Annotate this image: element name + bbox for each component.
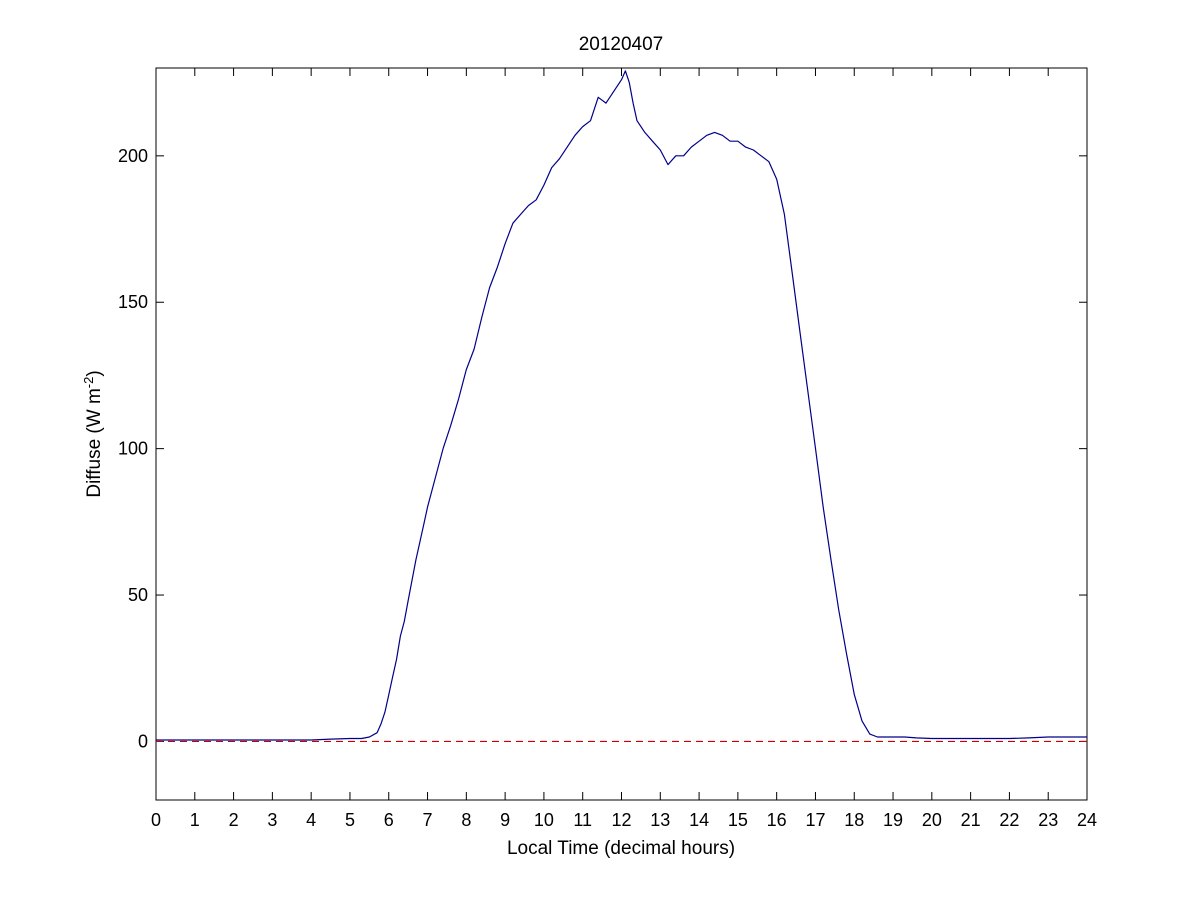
x-tick-label: 24 <box>1077 810 1097 830</box>
y-axis-ticks: 0 50 100 150 200 <box>118 146 1087 751</box>
y-tick-label: 150 <box>118 292 148 312</box>
x-tick-label: 17 <box>805 810 825 830</box>
x-tick-label: 20 <box>922 810 942 830</box>
x-axis-label: Local Time (decimal hours) <box>507 838 735 859</box>
y-axis-label-superscript: -2 <box>81 377 96 389</box>
series-group <box>156 70 1087 741</box>
x-tick-label: 12 <box>611 810 631 830</box>
x-tick-label: 14 <box>689 810 709 830</box>
x-tick-label: 2 <box>229 810 239 830</box>
x-tick-label: 6 <box>384 810 394 830</box>
plot-frame <box>155 67 1088 801</box>
x-tick-label: 11 <box>573 810 592 830</box>
x-tick-label: 21 <box>961 810 981 830</box>
y-tick-label: 0 <box>138 731 148 751</box>
y-tick-label: 200 <box>118 146 148 166</box>
x-tick-label: 4 <box>306 810 316 830</box>
x-tick-label: 13 <box>650 810 670 830</box>
x-tick-label: 5 <box>345 810 355 830</box>
x-tick-label: 9 <box>500 810 510 830</box>
x-tick-label: 10 <box>534 810 554 830</box>
y-tick-label: 100 <box>118 439 148 459</box>
chart-title: 20120407 <box>579 34 664 55</box>
x-tick-label: 23 <box>1038 810 1058 830</box>
x-tick-label: 0 <box>151 810 161 830</box>
y-axis-label: Diffuse (W m-2) <box>81 370 106 497</box>
x-tick-label: 19 <box>883 810 903 830</box>
x-tick-label: 7 <box>423 810 433 830</box>
x-tick-label: 18 <box>844 810 864 830</box>
x-axis-ticks: 0 1 2 3 4 5 6 7 8 9 10 11 12 13 14 15 16 17 18 19 20 21 22 23 24 <box>151 68 1097 830</box>
y-axis-label-main: Diffuse (W m <box>84 388 105 497</box>
x-tick-label: 22 <box>999 810 1019 830</box>
x-tick-label: 3 <box>267 810 277 830</box>
x-tick-label: 1 <box>190 810 200 830</box>
series-line <box>156 70 1087 741</box>
x-tick-label: 8 <box>461 810 471 830</box>
x-tick-label: 16 <box>767 810 787 830</box>
y-axis-label-close: ) <box>84 370 105 376</box>
x-tick-label: 15 <box>728 810 748 830</box>
y-tick-label: 50 <box>128 585 148 605</box>
